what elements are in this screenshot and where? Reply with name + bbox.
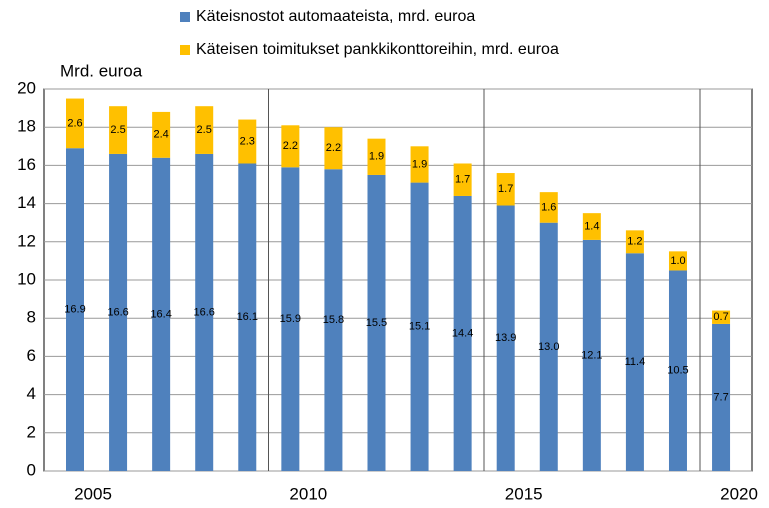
bar-segment: [238, 163, 257, 472]
data-label: 2.2: [326, 142, 341, 154]
y-tick-label: 16: [17, 155, 36, 174]
data-label: 1.9: [369, 151, 384, 163]
legend-label: Käteisen toimitukset pankkikonttoreihin,…: [196, 41, 559, 58]
data-label: 2.2: [283, 140, 298, 152]
data-label: 0.7: [713, 311, 728, 323]
bar-segment: [324, 127, 343, 170]
y-tick-label: 6: [27, 346, 36, 365]
data-label: 2.5: [110, 124, 125, 136]
data-label: 16.6: [107, 306, 128, 318]
bar-segment: [496, 205, 515, 471]
y-tick-label: 2: [27, 422, 36, 441]
y-tick-label: 0: [27, 460, 36, 479]
bar-segment: [625, 230, 644, 254]
data-label: 2.3: [240, 135, 255, 147]
data-label: 16.9: [64, 304, 85, 316]
bar-segment: [324, 169, 343, 471]
y-tick-label: 18: [17, 117, 36, 136]
data-label: 15.5: [366, 317, 387, 329]
bar-segment: [712, 310, 731, 324]
data-label: 16.6: [193, 306, 214, 318]
data-label: 15.9: [280, 313, 301, 325]
data-label: 10.5: [667, 365, 688, 377]
y-tick-label: 14: [17, 193, 36, 212]
bar-segment: [66, 98, 84, 149]
data-label: 13.0: [538, 341, 559, 353]
bar-segment: [66, 148, 84, 471]
data-label: 2.4: [153, 129, 168, 141]
bar-segment: [410, 182, 429, 471]
bar-segment: [539, 192, 558, 223]
data-label: 7.7: [713, 391, 728, 403]
x-tick-label: 2015: [505, 484, 543, 503]
data-label: 14.4: [452, 327, 473, 339]
bar-segment: [367, 138, 386, 175]
data-label: 1.4: [584, 220, 599, 232]
data-label: 1.9: [412, 158, 427, 170]
bar-segment: [367, 174, 386, 471]
bar-segment: [195, 153, 214, 471]
y-tick-label: 20: [17, 78, 36, 97]
data-label: 13.9: [495, 332, 516, 344]
bar-segment: [453, 195, 472, 471]
y-tick-label: 10: [17, 269, 36, 288]
bar-segment: [668, 251, 687, 271]
data-label: 11.4: [625, 356, 646, 368]
bar-segment: [496, 173, 515, 206]
data-label: 12.1: [581, 349, 602, 361]
data-label: 16.4: [150, 308, 171, 320]
bar-segment: [281, 167, 300, 471]
bar-segment: [281, 125, 300, 168]
bar-segment: [625, 253, 644, 471]
data-label: 1.6: [541, 201, 556, 213]
x-tick-label: 2005: [74, 484, 112, 503]
x-tick-label: 2010: [289, 484, 327, 503]
bar-segment: [712, 323, 731, 471]
bar-segment: [582, 239, 601, 471]
data-label: 1.7: [498, 183, 513, 195]
y-axis-label: Mrd. euroa: [60, 61, 143, 80]
bar-segment: [582, 213, 601, 240]
data-label: 15.8: [323, 314, 344, 326]
bar-segment: [410, 146, 429, 183]
x-tick-label: 2020: [720, 484, 758, 503]
y-tick-label: 4: [27, 384, 36, 403]
y-tick-label: 8: [27, 308, 36, 327]
bar-segment: [539, 222, 558, 471]
data-label: 2.6: [67, 117, 82, 129]
bar-segment: [195, 106, 214, 154]
data-label: 1.2: [627, 236, 642, 248]
bar-segment: [152, 157, 171, 471]
bar-segment: [152, 111, 171, 158]
bar-segment: [109, 106, 128, 154]
bar-segment: [238, 119, 257, 164]
data-label: 1.0: [670, 255, 685, 267]
data-label: 16.1: [237, 311, 258, 323]
legend-swatch: [180, 12, 190, 22]
bar-segment: [668, 270, 687, 471]
data-label: 15.1: [409, 321, 430, 333]
data-label: 1.7: [455, 174, 470, 186]
legend-swatch: [180, 45, 190, 55]
bar-segment: [453, 163, 472, 196]
data-label: 2.5: [197, 124, 212, 136]
y-tick-label: 12: [17, 231, 36, 250]
bar-segment: [109, 153, 128, 471]
legend-label: Käteisnostot automaateista, mrd. euroa: [196, 8, 475, 25]
